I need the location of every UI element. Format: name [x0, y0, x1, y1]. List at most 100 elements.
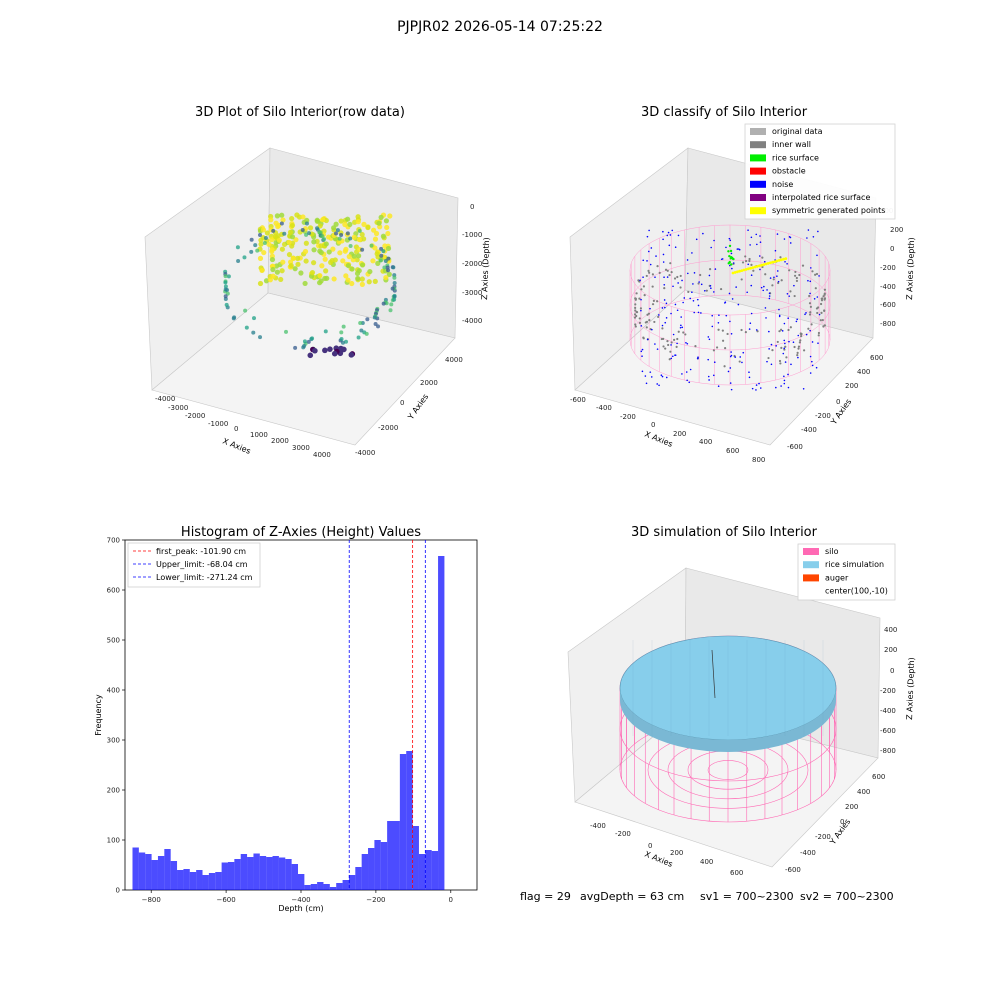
classify-point — [717, 321, 720, 324]
raw-point — [359, 231, 365, 238]
classify-point — [666, 276, 669, 278]
classify-point — [668, 244, 671, 247]
classify-point — [739, 356, 742, 358]
classify-y-ticks: -600 -400 -200 0 200 400 600 — [787, 354, 883, 451]
classify-point — [780, 346, 783, 349]
raw-xtick: 2000 — [271, 437, 289, 445]
classify-point — [676, 309, 679, 312]
raw-point — [374, 251, 380, 257]
classify-point — [651, 285, 654, 288]
classify-point — [712, 349, 716, 352]
classify-point — [776, 270, 779, 272]
classify-point — [729, 382, 732, 384]
raw-point — [369, 243, 374, 248]
histogram-plot-area — [124, 539, 478, 891]
classify-point — [755, 329, 758, 331]
raw-point — [382, 265, 387, 270]
classify-point — [798, 341, 801, 344]
legend-swatch — [803, 574, 819, 582]
classify-point — [741, 361, 743, 364]
sim-ytick: -600 — [785, 866, 801, 874]
classify-point — [696, 357, 699, 360]
classify-legend: original data inner wall rice surface obsta… — [744, 123, 896, 220]
classify-point — [742, 268, 746, 272]
classify-point — [817, 331, 821, 335]
raw-point — [292, 266, 298, 272]
raw-point — [318, 243, 324, 249]
classify-point — [638, 297, 641, 300]
cls-ytick: -200 — [815, 412, 831, 420]
histogram-bar — [240, 854, 248, 890]
raw-point — [331, 276, 337, 282]
histogram-xtick-label: 0 — [449, 896, 453, 904]
raw-point — [324, 275, 330, 281]
raw-point — [258, 232, 263, 237]
legend-swatch — [750, 207, 766, 215]
classify-point — [649, 263, 652, 266]
raw-point — [382, 243, 388, 249]
classify-point — [635, 310, 639, 314]
classify-point — [693, 311, 696, 314]
histogram-reference-lines — [348, 540, 426, 890]
cls-zlabel: Z Axies (Depth) — [905, 237, 916, 300]
classify-point — [761, 256, 764, 259]
histogram-legend: first_peak: -101.90 cm Upper_limit: -68.0… — [127, 542, 261, 588]
classify-point — [697, 304, 700, 307]
raw-point — [289, 234, 296, 240]
classify-point — [728, 260, 731, 264]
classify-point — [802, 387, 805, 390]
classify-point — [727, 370, 730, 373]
raw-point — [384, 224, 390, 231]
classify-point — [784, 345, 787, 348]
raw-point — [317, 272, 323, 279]
classify-point — [670, 341, 673, 344]
classify-point — [708, 338, 711, 341]
classify-point — [651, 273, 654, 276]
classify-z-ticks: 400 200 0 -200 -400 -600 -800 — [880, 207, 903, 328]
classify-point — [661, 327, 664, 330]
raw-xtick: -3000 — [168, 404, 188, 412]
classify-point — [730, 252, 733, 255]
classify-point — [731, 271, 735, 275]
figure-suptitle: PJPJR02 2026-05-14 07:25:22 — [397, 19, 603, 35]
classify-point — [680, 324, 682, 327]
classify-point — [729, 355, 732, 358]
classify-point — [740, 269, 744, 272]
classify-point — [758, 382, 760, 385]
classify-point — [662, 238, 664, 241]
classify-point — [668, 273, 671, 277]
cls-xtick: -400 — [596, 404, 612, 412]
classify-point — [767, 356, 770, 360]
raw-point — [257, 280, 264, 287]
classify-point — [680, 316, 682, 318]
histogram-xtick-label: −400 — [291, 896, 310, 904]
raw-point — [263, 235, 268, 240]
classify-point — [724, 302, 726, 304]
classify-point — [768, 295, 771, 297]
raw-point — [270, 273, 276, 279]
raw-point — [371, 227, 377, 233]
classify-point — [677, 330, 680, 333]
raw-point — [242, 255, 247, 260]
histogram-bar — [157, 856, 165, 890]
raw-point — [262, 240, 267, 245]
classify-point — [750, 312, 753, 315]
sim-ztick: 400 — [884, 626, 897, 634]
classify-point — [766, 360, 768, 363]
raw-point — [344, 339, 349, 344]
raw-point — [311, 247, 317, 253]
classify-point — [809, 372, 812, 374]
classify-point — [663, 283, 666, 286]
classify-point — [783, 322, 786, 325]
raw-point — [323, 329, 328, 334]
classify-point — [823, 297, 827, 300]
raw-ytick: 4000 — [445, 356, 463, 364]
classify-point — [646, 260, 648, 262]
classify-point — [705, 289, 708, 292]
classify-point — [681, 326, 684, 329]
raw-point — [300, 214, 306, 220]
raw-point — [223, 280, 228, 285]
classify-point — [645, 326, 648, 329]
raw-point — [317, 230, 322, 235]
classify-point — [755, 389, 757, 391]
